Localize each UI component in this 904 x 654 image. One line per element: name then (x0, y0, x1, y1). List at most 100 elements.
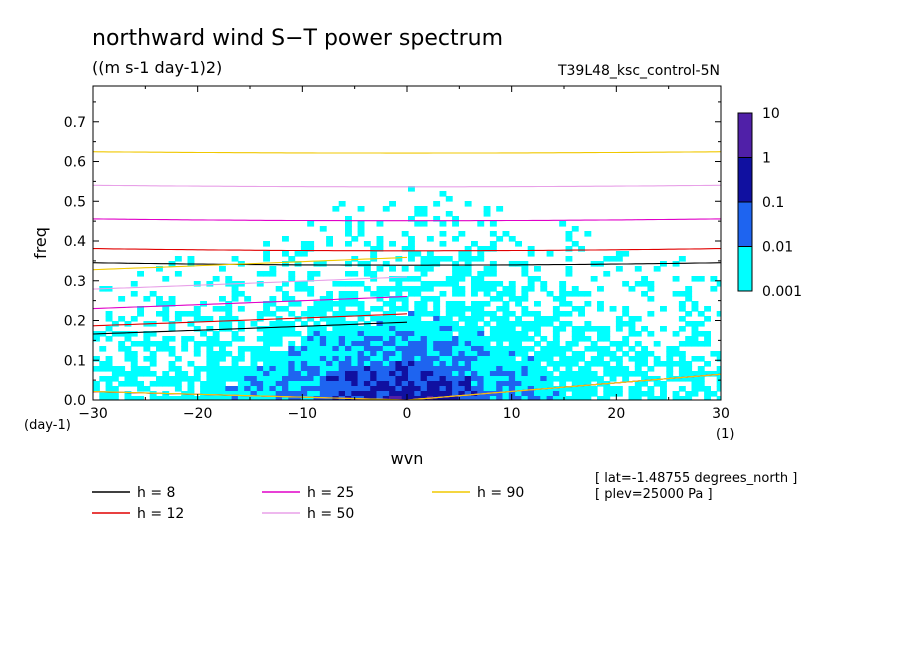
heatmap-cell (219, 306, 226, 312)
heatmap-cell (357, 336, 365, 342)
heatmap-cell (332, 361, 340, 367)
heatmap-cell (502, 306, 510, 312)
heatmap-cell (181, 341, 189, 347)
heatmap-cell (691, 356, 699, 362)
heatmap-cell (345, 366, 352, 372)
heatmap-cell (263, 361, 270, 367)
heatmap-cell (395, 376, 403, 382)
heatmap-cell (395, 256, 403, 262)
heatmap-cell (313, 356, 321, 362)
heatmap-cell (206, 356, 214, 362)
heatmap-cell (143, 346, 151, 352)
heatmap-cell (256, 346, 264, 352)
heatmap-cell (496, 306, 504, 312)
heatmap-cell (704, 306, 711, 312)
heatmap-cell (225, 351, 233, 357)
heatmap-cell (401, 376, 409, 382)
heatmap-cell (559, 321, 567, 327)
heatmap-cell (477, 246, 485, 252)
heatmap-cell (118, 366, 126, 372)
heatmap-cell (282, 366, 289, 372)
heatmap-cell (502, 381, 510, 387)
heatmap-cell (206, 371, 214, 377)
heatmap-cell (345, 281, 352, 287)
heatmap-cell (458, 276, 466, 282)
heatmap-cell (137, 271, 144, 277)
heatmap-cell (162, 336, 170, 342)
heatmap-cell (464, 376, 472, 382)
heatmap-cell (319, 336, 327, 342)
heatmap-cell (534, 326, 541, 332)
heatmap-cell (660, 381, 667, 387)
heatmap-cell (363, 341, 371, 347)
heatmap-cell (124, 351, 132, 357)
heatmap-cell (515, 331, 522, 337)
heatmap-cell (496, 356, 504, 362)
heatmap-cell (426, 391, 434, 397)
heatmap-cell (445, 196, 453, 202)
heatmap-cell (370, 341, 378, 347)
heatmap-cell (288, 311, 296, 317)
heatmap-cell (288, 396, 296, 400)
heatmap-cell (332, 386, 340, 392)
heatmap-cell (414, 321, 422, 327)
heatmap-cell (363, 271, 371, 277)
heatmap-cell (704, 341, 711, 347)
heatmap-cell (716, 311, 721, 317)
heatmap-cell (282, 331, 289, 337)
heatmap-cell (137, 381, 144, 387)
heatmap-cell (105, 376, 113, 382)
heatmap-cell (502, 316, 510, 322)
heatmap-cell (414, 346, 422, 352)
heatmap-cell (389, 346, 396, 352)
heatmap-cell (502, 391, 510, 397)
heatmap-cell (678, 361, 686, 367)
heatmap-cell (546, 251, 554, 257)
heatmap-cell (414, 291, 422, 297)
heatmap-cell (401, 286, 409, 292)
heatmap-cell (282, 281, 289, 287)
heatmap-cell (256, 391, 264, 397)
heatmap-cell (458, 291, 466, 297)
heatmap-cell (143, 296, 151, 302)
heatmap-cell (565, 231, 573, 237)
heatmap-cell (452, 321, 459, 327)
heatmap-cell (288, 391, 296, 397)
heatmap-cell (502, 366, 510, 372)
heatmap-cell (622, 371, 630, 377)
heatmap-cell (540, 281, 548, 287)
heatmap-cell (124, 396, 132, 400)
colorbar-label: 10 (762, 106, 780, 122)
heatmap-cell (578, 246, 585, 252)
heatmap-cell (250, 391, 258, 397)
heatmap-cell (174, 381, 182, 387)
heatmap-cell (597, 376, 604, 382)
heatmap-cell (426, 261, 434, 267)
heatmap-cell (395, 326, 403, 332)
heatmap-cell (477, 326, 485, 332)
heatmap-cell (99, 391, 107, 397)
heatmap-cell (634, 281, 642, 287)
heatmap-cell (307, 271, 315, 277)
heatmap-cell (389, 376, 396, 382)
heatmap-cell (307, 336, 315, 342)
heatmap-cell (193, 311, 201, 317)
heatmap-cell (212, 356, 220, 362)
heatmap-cell (420, 351, 428, 357)
heatmap-cell (389, 331, 396, 337)
y-axis-label: freq (31, 227, 50, 259)
heatmap-cell (628, 346, 636, 352)
heatmap-cell (641, 351, 648, 357)
heatmap-cell (571, 306, 579, 312)
heatmap-cell (143, 341, 151, 347)
heatmap-cell (256, 316, 264, 322)
heatmap-cell (534, 376, 541, 382)
heatmap-cell (716, 351, 721, 357)
heatmap-cell (477, 271, 485, 277)
heatmap-cell (332, 321, 340, 327)
heatmap-cell (149, 396, 157, 400)
heatmap-cell (231, 286, 239, 292)
heatmap-cell (496, 331, 504, 337)
heatmap-cell (691, 321, 699, 327)
heatmap-cell (282, 376, 289, 382)
